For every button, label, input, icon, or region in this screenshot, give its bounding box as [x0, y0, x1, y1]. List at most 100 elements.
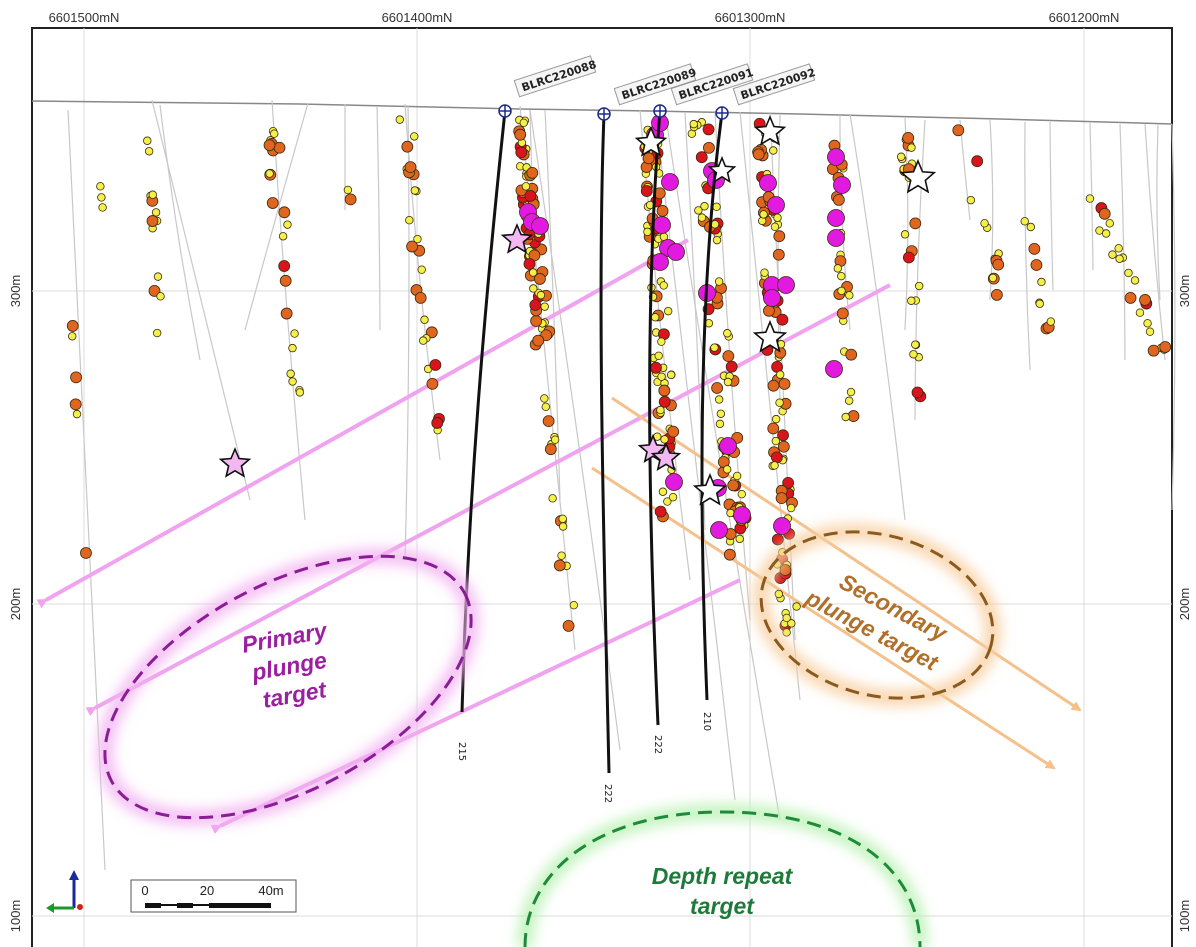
assay-point-high — [515, 146, 528, 159]
svg-text:target: target — [690, 893, 755, 919]
assay-point-low — [657, 372, 666, 381]
assay-point-low — [654, 351, 663, 361]
elevation-label: 100m — [8, 900, 23, 933]
assay-point-medium — [544, 443, 557, 456]
elevation-label: 200m — [8, 588, 23, 621]
depth-label: 222 — [602, 784, 613, 803]
assay-point-very-high — [767, 196, 785, 214]
assay-point-medium — [263, 139, 276, 152]
intercept-star — [634, 125, 668, 157]
assay-point-low — [712, 235, 722, 245]
assay-point-low — [144, 147, 154, 156]
drill-trace — [1156, 123, 1161, 301]
collar-marker — [498, 104, 512, 118]
assay-point-low — [557, 551, 566, 560]
drill-trace — [159, 104, 201, 361]
assay-point-medium — [414, 291, 427, 304]
assay-point-medium — [778, 378, 791, 390]
assay-point-low — [988, 273, 998, 283]
assay-point-high — [770, 451, 783, 464]
drill-trace — [376, 105, 381, 331]
primary-plunge-arrow — [85, 283, 891, 717]
elevation-label: 200m — [1177, 588, 1192, 621]
assay-point-very-high — [651, 253, 669, 271]
assay-point-high — [429, 359, 442, 371]
assay-point-very-high — [531, 217, 549, 235]
assay-point-low — [841, 412, 850, 422]
assay-point-low — [715, 419, 725, 429]
depth-label: 210 — [701, 712, 712, 731]
orientation-triad — [46, 870, 83, 913]
assay-point-low — [405, 216, 414, 225]
secondary-target — [754, 524, 1000, 706]
assay-point-medium — [69, 398, 82, 411]
assay-point-medium — [902, 131, 915, 144]
assay-point-high — [654, 505, 667, 518]
assay-point-very-high — [653, 216, 671, 234]
intercept-star — [752, 319, 788, 353]
assay-point-low — [714, 277, 724, 286]
assay-point-medium — [279, 274, 292, 287]
intercept-star — [707, 155, 737, 184]
assay-point-medium — [832, 194, 845, 206]
assay-point-low — [775, 398, 784, 407]
assay-point-low — [550, 435, 560, 444]
assay-point-low — [1108, 250, 1117, 259]
drill-trace — [244, 102, 309, 331]
drill-trace — [544, 109, 561, 501]
assay-point-high — [776, 313, 789, 326]
assay-point-low — [774, 589, 784, 599]
assay-point-low — [410, 186, 420, 195]
assay-point-low — [68, 332, 77, 341]
assay-point-low — [1046, 317, 1056, 326]
svg-text:0: 0 — [141, 883, 148, 898]
assay-point-low — [896, 152, 906, 161]
assay-point-medium — [763, 304, 775, 317]
assay-point-high — [523, 258, 536, 270]
assay-point-low — [787, 619, 796, 628]
assay-point-high — [725, 360, 738, 373]
assay-point-low — [1143, 319, 1152, 328]
assay-point-low — [714, 395, 724, 404]
assay-point-low — [846, 387, 856, 397]
assay-point-low — [417, 265, 426, 274]
primary-target — [97, 549, 479, 825]
assay-point-low — [914, 281, 924, 291]
elevation-label: 100m — [1177, 900, 1192, 933]
topography-line — [31, 100, 1173, 125]
assay-point-low — [1026, 222, 1035, 232]
assay-point-low — [519, 118, 528, 128]
assay-point-high — [695, 151, 708, 164]
assay-point-low — [290, 329, 299, 338]
northing-label: 6601400mN — [382, 10, 453, 25]
assay-point-medium — [532, 334, 545, 347]
assay-point-low — [786, 503, 796, 513]
assay-point-low — [420, 315, 429, 324]
assay-point-medium — [146, 215, 159, 227]
assay-point-medium — [280, 307, 293, 320]
assay-point-low — [723, 465, 732, 474]
assay-point-low — [650, 313, 660, 322]
assay-point-very-high — [710, 521, 728, 539]
assay-point-very-high — [733, 506, 751, 524]
depth-label: 222 — [652, 735, 663, 754]
assay-point-medium — [642, 152, 655, 165]
assay-point-low — [569, 600, 579, 610]
assay-point-high — [640, 185, 653, 197]
assay-point-medium — [952, 124, 965, 137]
intercept-star — [500, 222, 534, 254]
assay-point-low — [143, 136, 152, 145]
elevation-label: 300m — [8, 275, 23, 308]
assay-point-medium — [1124, 291, 1137, 304]
svg-text:20: 20 — [200, 883, 214, 898]
assay-point-low — [716, 409, 726, 418]
assay-point-high — [524, 190, 537, 202]
drill-trace — [151, 99, 251, 501]
assay-point-low — [666, 370, 676, 380]
assay-point-low — [1105, 219, 1114, 228]
assay-point-low — [152, 328, 162, 338]
assay-point-low — [771, 414, 781, 424]
assay-point-low — [295, 388, 305, 397]
assay-point-low — [98, 203, 107, 212]
collars — [498, 104, 729, 121]
